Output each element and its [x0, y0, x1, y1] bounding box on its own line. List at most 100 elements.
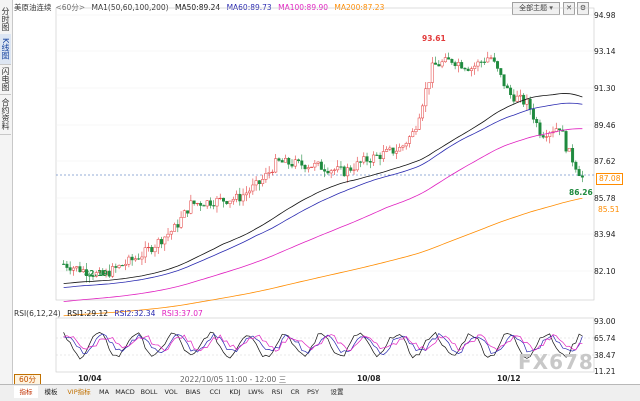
candle-body	[225, 201, 229, 204]
toolbar-vol[interactable]: VOL	[164, 388, 178, 396]
toolbar-boll[interactable]: BOLL	[140, 388, 158, 396]
candle-body	[463, 67, 467, 70]
ma60-line	[63, 102, 583, 288]
candle-body	[362, 156, 366, 163]
last-price-tag: 87.08	[596, 173, 624, 185]
candle-body	[469, 68, 473, 71]
candle-body	[228, 200, 232, 204]
candle-body	[460, 62, 464, 69]
toolbar-macd[interactable]: MACD	[115, 388, 135, 396]
candle-body	[531, 108, 535, 120]
candle-body	[84, 269, 88, 276]
candle-body	[251, 184, 255, 192]
candle-body	[359, 161, 363, 163]
candle-body	[120, 265, 124, 267]
candle-body	[267, 172, 271, 174]
candle-body	[218, 197, 222, 200]
candle-body	[352, 169, 356, 171]
candle-body	[303, 164, 307, 170]
toolbar-cr[interactable]: CR	[290, 388, 300, 396]
candle-body	[156, 239, 160, 248]
candle-body	[492, 57, 496, 62]
candle-body	[447, 57, 451, 60]
y-tick-label: 85.78	[594, 194, 616, 203]
candle-body	[163, 236, 167, 245]
candle-body	[257, 180, 261, 184]
y-tick-label: 94.98	[594, 11, 616, 20]
candle-body	[398, 147, 402, 152]
candle-body	[313, 163, 317, 168]
toolbar-cci[interactable]: CCI	[209, 388, 221, 396]
candle-body	[385, 149, 389, 152]
candle-body	[381, 151, 385, 160]
candle-body	[241, 194, 245, 202]
toolbar-rsi[interactable]: RSI	[271, 388, 283, 396]
candle-body	[179, 217, 183, 228]
candle-body	[574, 161, 578, 170]
candle-body	[297, 159, 301, 162]
candle-body	[567, 148, 571, 152]
candle-body	[91, 275, 95, 277]
y-tick-label: 89.46	[594, 121, 616, 130]
rsi2-value: RSI2:32.34	[114, 309, 156, 318]
candle-body	[434, 62, 438, 65]
candle-body	[65, 263, 69, 268]
candle-body	[499, 68, 503, 75]
toolbar-template[interactable]: 模板	[44, 388, 58, 396]
candle-body	[81, 269, 85, 273]
y-tick-label: 93.14	[594, 47, 616, 56]
tab-contract-info[interactable]: 合约资料	[0, 94, 11, 135]
candle-body	[336, 166, 340, 171]
candle-body	[411, 131, 415, 137]
ma60-value: MA60:89.73	[226, 3, 272, 12]
toolbar-bias[interactable]: BIAS	[185, 388, 201, 396]
candle-body	[215, 198, 219, 207]
candle-body	[189, 200, 193, 214]
candle-body	[466, 68, 470, 71]
candle-body	[541, 135, 545, 138]
candle-body	[107, 270, 111, 277]
toolbar-kdj[interactable]: KDJ	[229, 388, 241, 396]
candle-body	[496, 61, 500, 69]
toolbar-lw[interactable]: LW%	[248, 388, 264, 396]
rsi-y-tick: 38.47	[594, 351, 616, 360]
candle-body	[199, 203, 203, 206]
candle-body	[238, 193, 242, 202]
start-low-annotation: 82.19	[84, 269, 108, 278]
candle-body	[323, 169, 327, 172]
tab-kline[interactable]: K线图	[0, 34, 11, 65]
instrument-name: 美原油连续	[14, 3, 52, 12]
toolbar-settings[interactable]: 设置	[330, 388, 344, 396]
candle-body	[231, 199, 235, 202]
x-tick-label: 10/12	[497, 374, 521, 383]
candle-body	[205, 200, 209, 207]
rsi-plot-frame	[55, 317, 595, 373]
candle-body	[62, 263, 66, 265]
candle-body	[287, 157, 291, 165]
ma200-price-tag: 85.51	[598, 205, 620, 214]
candle-body	[140, 256, 144, 260]
candle-body	[404, 143, 408, 147]
candle-body	[342, 166, 346, 177]
toolbar-indicators[interactable]: 指标	[14, 386, 38, 398]
candle-body	[212, 205, 216, 207]
candle-body	[98, 270, 101, 273]
candle-body	[349, 167, 353, 171]
tab-flash[interactable]: 闪电图	[0, 64, 11, 95]
candle-body	[571, 148, 575, 163]
candle-body	[401, 145, 405, 148]
toolbar-vip[interactable]: VIP指标	[67, 388, 91, 396]
rsi-y-tick: 93.00	[594, 317, 616, 326]
candle-body	[111, 266, 115, 277]
toolbar-ma[interactable]: MA	[98, 388, 110, 396]
rsi12-line	[63, 332, 583, 356]
toolbar-psy[interactable]: PSY	[306, 388, 320, 396]
candle-body	[222, 197, 225, 202]
y-tick-label: 91.30	[594, 84, 616, 93]
candle-body	[104, 270, 108, 276]
candle-body	[146, 246, 150, 249]
candle-body	[130, 256, 134, 261]
candle-body	[195, 203, 199, 205]
candle-body	[512, 94, 516, 102]
